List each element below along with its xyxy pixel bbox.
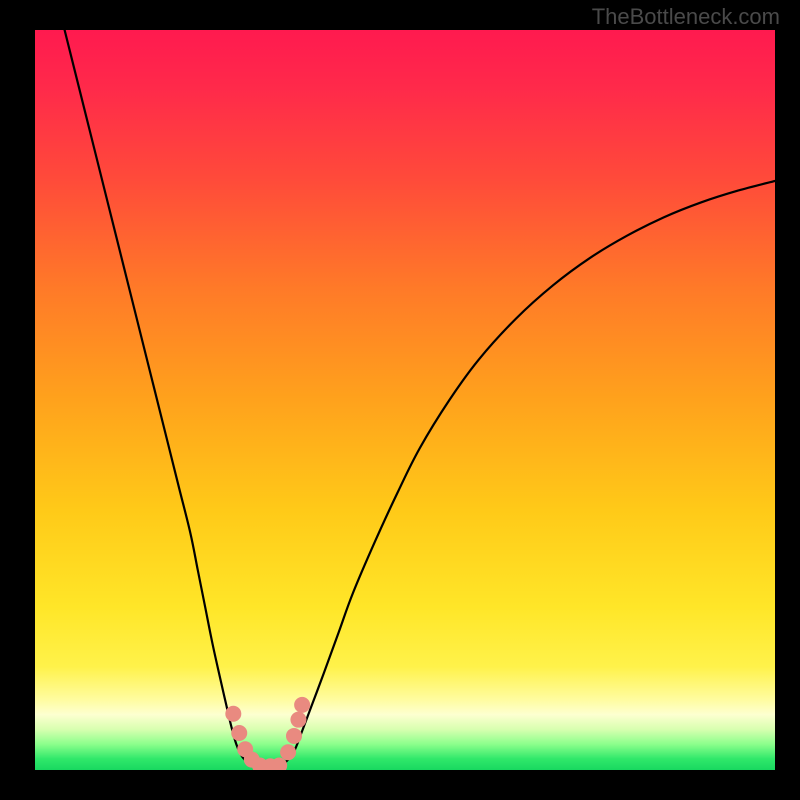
watermark-text: TheBottleneck.com [592,4,780,30]
bottleneck-curve [65,30,775,769]
chart-frame: TheBottleneck.com [0,0,800,800]
bottleneck-curve-svg [35,30,775,770]
data-marker [290,712,306,728]
data-marker [280,744,296,760]
data-marker [231,725,247,741]
plot-area [35,30,775,770]
data-marker [225,706,241,722]
data-marker [286,728,302,744]
data-marker [294,697,310,713]
